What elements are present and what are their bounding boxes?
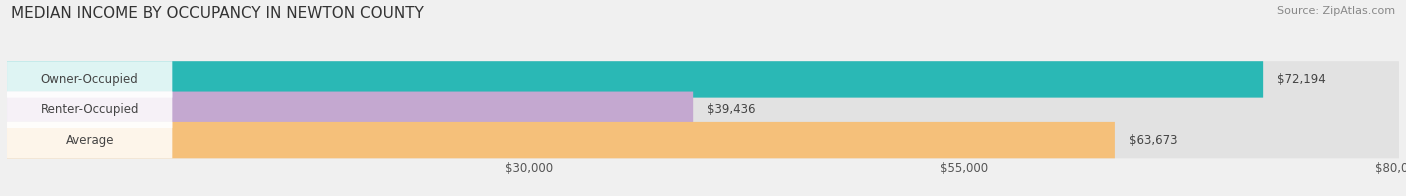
FancyBboxPatch shape <box>7 92 173 128</box>
FancyBboxPatch shape <box>7 92 1399 128</box>
Text: Owner-Occupied: Owner-Occupied <box>41 73 139 86</box>
FancyBboxPatch shape <box>7 61 173 98</box>
Text: Renter-Occupied: Renter-Occupied <box>41 103 139 116</box>
FancyBboxPatch shape <box>7 61 1399 98</box>
FancyBboxPatch shape <box>7 92 693 128</box>
Text: $63,673: $63,673 <box>1129 134 1177 147</box>
Text: MEDIAN INCOME BY OCCUPANCY IN NEWTON COUNTY: MEDIAN INCOME BY OCCUPANCY IN NEWTON COU… <box>11 6 425 21</box>
Text: Source: ZipAtlas.com: Source: ZipAtlas.com <box>1277 6 1395 16</box>
FancyBboxPatch shape <box>7 122 1115 158</box>
Text: $39,436: $39,436 <box>707 103 755 116</box>
FancyBboxPatch shape <box>7 122 173 158</box>
FancyBboxPatch shape <box>7 61 1263 98</box>
FancyBboxPatch shape <box>7 122 1399 158</box>
Text: Average: Average <box>66 134 114 147</box>
Text: $72,194: $72,194 <box>1277 73 1326 86</box>
